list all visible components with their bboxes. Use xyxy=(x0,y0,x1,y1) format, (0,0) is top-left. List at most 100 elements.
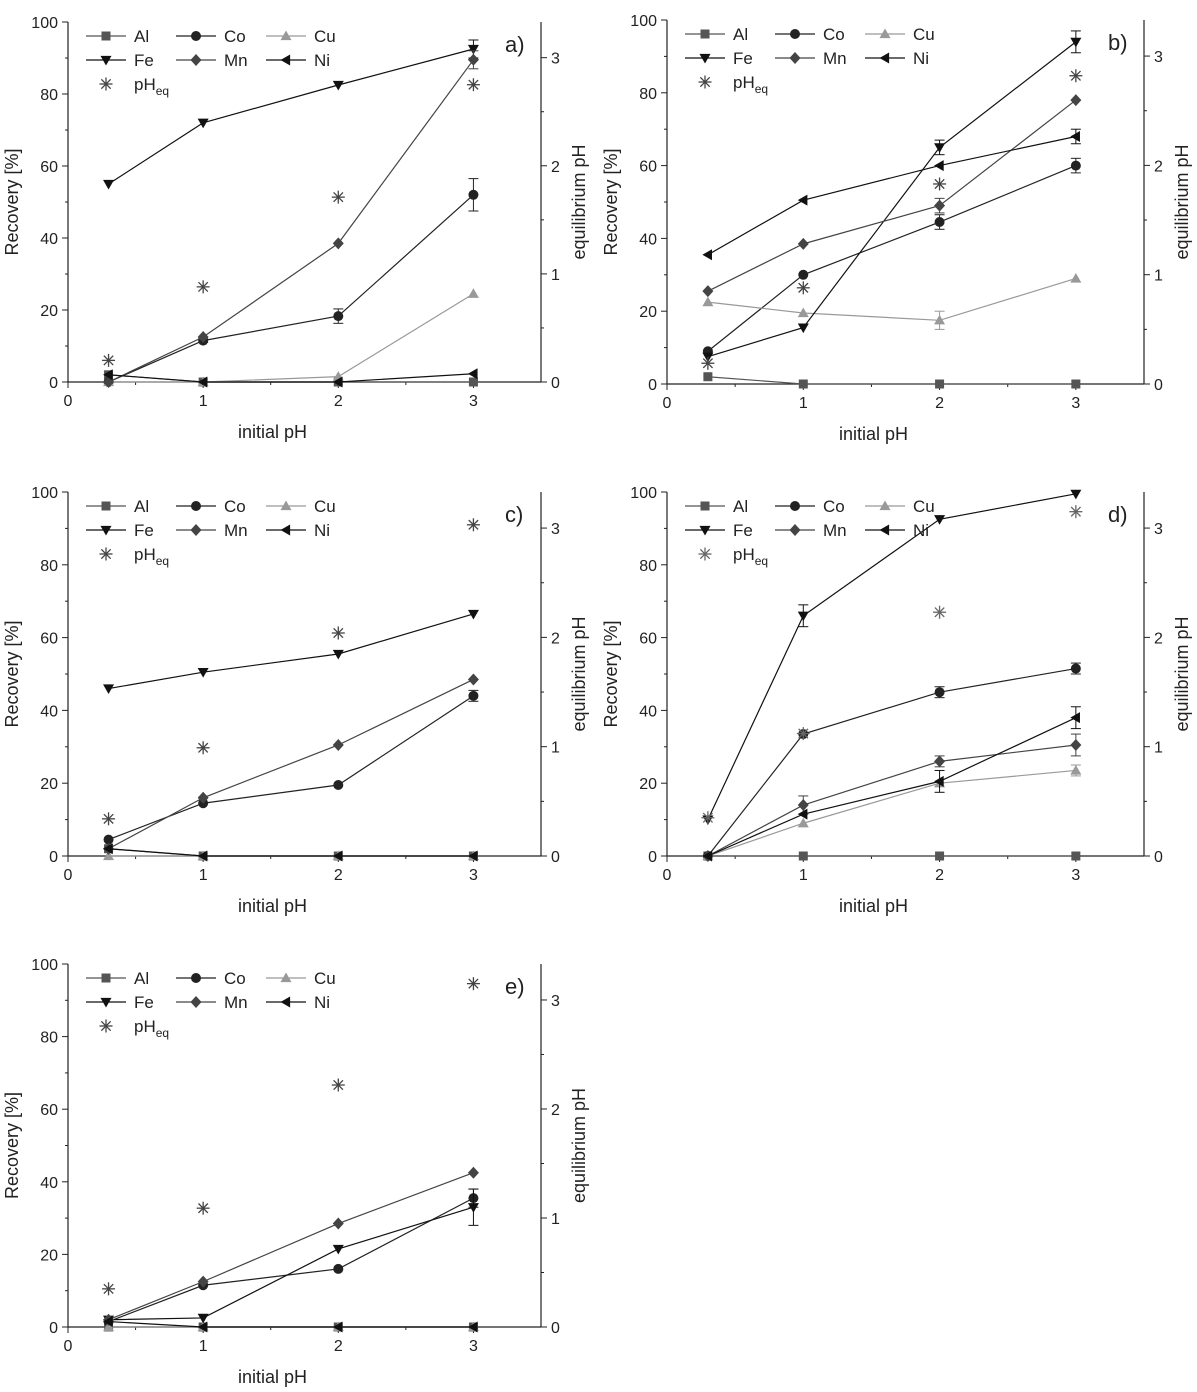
series-mn xyxy=(103,50,479,388)
data-point xyxy=(103,1316,113,1328)
legend-marker xyxy=(698,75,712,89)
series-ni xyxy=(702,128,1081,261)
legend-label: Co xyxy=(224,27,246,46)
panel-label: a) xyxy=(505,32,525,57)
x-tick-label: 3 xyxy=(1071,395,1080,412)
legend-item-cu: Cu xyxy=(266,969,336,988)
series-co xyxy=(103,1188,479,1327)
y-tick-label: 60 xyxy=(639,631,657,648)
series-ni xyxy=(103,843,478,862)
series-line xyxy=(108,695,474,841)
y-tick-label: 100 xyxy=(31,957,58,974)
series-line xyxy=(108,1320,474,1328)
data-point xyxy=(1071,851,1081,861)
data-point xyxy=(467,368,478,380)
series-ph-eq xyxy=(701,505,1083,825)
y-tick-label: 40 xyxy=(639,231,657,248)
y2-tick-label: 0 xyxy=(1154,377,1163,394)
series-ni xyxy=(103,1316,478,1333)
y2-axis-title: equilibrium pH xyxy=(1172,144,1192,259)
legend-label: pHeq xyxy=(134,545,169,568)
ph-eq-point xyxy=(102,1282,116,1296)
data-point xyxy=(468,189,479,200)
legend-marker xyxy=(191,973,201,983)
y-tick-label: 40 xyxy=(40,1175,58,1192)
y-axis-title: Recovery [%] xyxy=(2,620,22,727)
data-point xyxy=(467,288,479,298)
data-point xyxy=(1071,379,1081,389)
data-point xyxy=(702,850,713,862)
legend-label: Co xyxy=(823,497,845,516)
legend-marker xyxy=(699,53,711,64)
series-line xyxy=(707,41,1077,358)
y2-tick-label: 3 xyxy=(1154,521,1163,538)
legend-label: pHeq xyxy=(733,73,768,96)
x-axis-title: initial pH xyxy=(238,422,307,442)
legend-marker xyxy=(280,524,291,536)
data-point xyxy=(197,668,209,678)
legend-marker xyxy=(101,973,111,983)
legend-item-fe: Fe xyxy=(86,521,154,540)
data-point xyxy=(332,1321,343,1333)
y-tick-label: 100 xyxy=(31,15,58,32)
data-point xyxy=(333,1263,344,1274)
x-tick-label: 0 xyxy=(663,395,672,412)
data-point xyxy=(332,80,344,91)
data-point xyxy=(103,834,114,845)
x-tick-label: 2 xyxy=(334,867,343,884)
data-point xyxy=(197,850,208,862)
series-cu xyxy=(103,288,479,387)
legend-label: pHeq xyxy=(733,545,768,568)
series-cu xyxy=(702,764,1082,861)
y-tick-label: 60 xyxy=(40,631,58,648)
legend-item-fe: Fe xyxy=(685,521,753,540)
data-point xyxy=(333,311,344,322)
legend-label: Al xyxy=(134,497,149,516)
data-point xyxy=(332,738,344,751)
data-point xyxy=(1070,712,1080,724)
chart-panel-a: 0 1 2 3 0 20 40 60 80 100 0 1 2 3 initial pH Recovery [… xyxy=(2,15,589,442)
data-point xyxy=(702,285,714,298)
legend-marker xyxy=(99,1019,113,1033)
panel-label: e) xyxy=(505,974,525,999)
ph-eq-point xyxy=(933,605,947,619)
x-tick-label: 1 xyxy=(199,393,208,410)
y-tick-label: 80 xyxy=(639,86,657,103)
series-line xyxy=(108,1172,474,1321)
legend-item-mn: Mn xyxy=(176,51,248,70)
data-point xyxy=(935,379,945,389)
legend-label: Co xyxy=(823,25,845,44)
y2-axis-title: equilibrium pH xyxy=(569,1088,589,1203)
legend-label: Cu xyxy=(314,497,336,516)
panel-label: b) xyxy=(1108,30,1128,55)
legend-item-fe: Fe xyxy=(86,51,154,70)
y-tick-label: 0 xyxy=(648,849,657,866)
series-line xyxy=(108,293,474,383)
legend-item-mn: Mn xyxy=(176,521,248,540)
legend: Al Co Cu Fe Mn Ni pHeq xyxy=(86,497,336,568)
ph-eq-point xyxy=(466,518,480,532)
data-point xyxy=(934,314,946,325)
ph-eq-point xyxy=(701,811,715,825)
y2-tick-label: 3 xyxy=(551,521,560,538)
series-line xyxy=(108,613,474,690)
y-tick-label: 20 xyxy=(639,304,657,321)
series-ni xyxy=(103,368,478,388)
legend-label: Ni xyxy=(314,51,330,70)
ph-eq-point xyxy=(1069,505,1083,519)
data-point xyxy=(934,199,946,212)
data-point xyxy=(467,850,478,862)
legend-label: Al xyxy=(134,27,149,46)
data-point xyxy=(1070,160,1081,171)
y2-tick-label: 3 xyxy=(551,993,560,1010)
data-point xyxy=(703,372,713,382)
series-fe xyxy=(103,609,479,695)
legend-label: Mn xyxy=(224,993,248,1012)
series-ph-eq xyxy=(102,518,480,826)
legend-label: Fe xyxy=(733,521,753,540)
y2-tick-label: 1 xyxy=(551,740,560,757)
legend-label: Mn xyxy=(224,51,248,70)
data-point xyxy=(797,799,809,812)
x-tick-label: 0 xyxy=(64,867,73,884)
legend-item-mn: Mn xyxy=(775,49,847,68)
